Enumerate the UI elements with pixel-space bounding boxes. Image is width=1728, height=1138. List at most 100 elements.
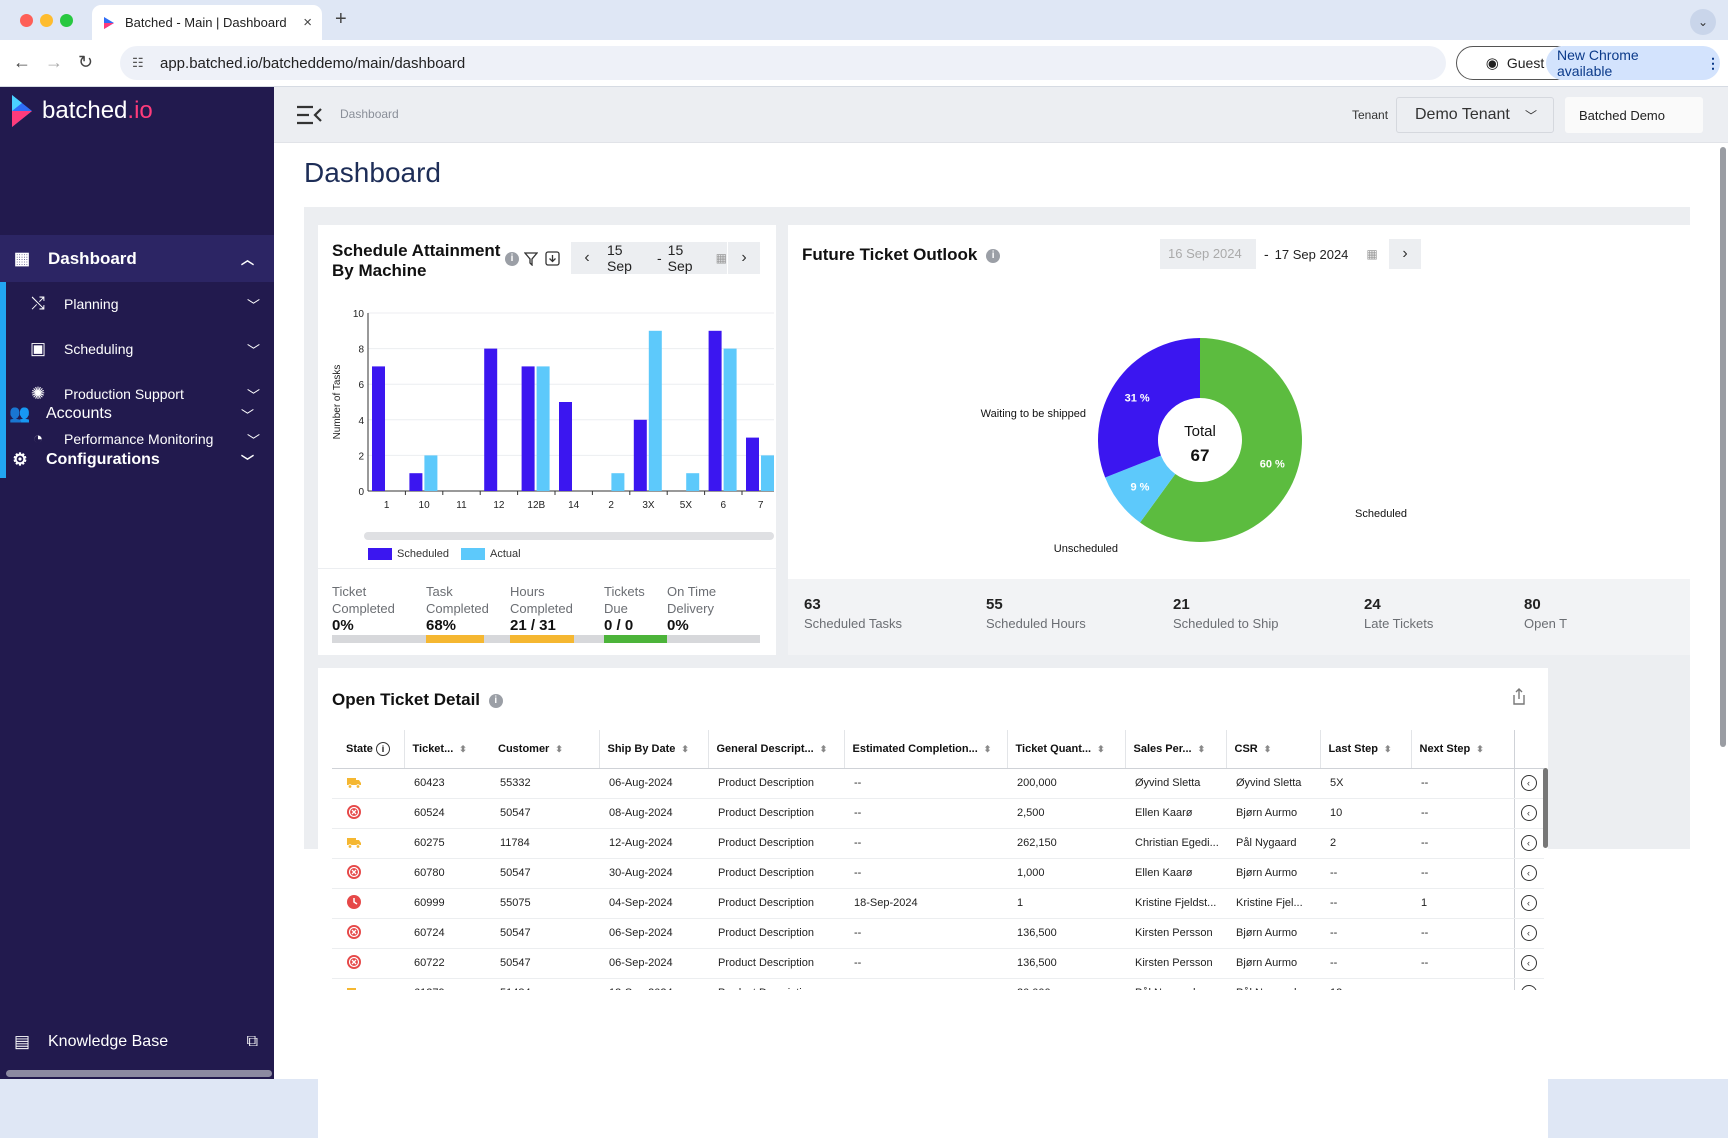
tab-search-icon[interactable]: ⌄ [1690, 9, 1716, 35]
clock-icon[interactable] [346, 894, 362, 910]
info-icon[interactable]: i [505, 252, 519, 266]
table-row[interactable]: 60780 50547 30-Aug-2024 Product Description… [332, 858, 1544, 889]
outlook-date-range[interactable]: 16 Sep 2024 - 17 Sep 2024 ▦ [1160, 239, 1394, 269]
bar-scheduled-6[interactable] [708, 330, 722, 491]
filter-icon[interactable] [524, 252, 538, 266]
truck-icon[interactable] [346, 834, 362, 850]
sidebar-item-scheduling[interactable]: ▣ Scheduling ﹀ [6, 329, 280, 369]
error-circle-icon[interactable] [346, 924, 362, 940]
bar-actual-7[interactable] [761, 455, 774, 491]
bar-scheduled-1[interactable] [372, 366, 385, 491]
column-header-ship-by-date[interactable]: Ship By Date ⬍ [598, 730, 708, 769]
bar-actual-12B[interactable] [536, 366, 550, 491]
column-header-state[interactable]: State i [332, 730, 404, 769]
column-header-customer[interactable]: Customer ⬍ [490, 730, 599, 769]
close-window-button[interactable] [20, 14, 33, 27]
column-header-ticket[interactable]: Ticket... ⬍ [403, 730, 490, 769]
reload-icon[interactable]: ↻ [78, 52, 94, 72]
profile-button[interactable]: ◉ Guest [1456, 46, 1574, 80]
sidebar-item-dashboard[interactable]: ▦ Dashboard ︿ [0, 235, 274, 282]
table-row[interactable]: 60724 50547 06-Sep-2024 Product Description… [332, 918, 1544, 949]
sort-icon[interactable]: ⬍ [459, 743, 467, 754]
schedule-date-range[interactable]: 15 Sep - 15 Sep ▦ [603, 242, 727, 274]
chevron-left-circle-icon[interactable]: ‹ [1520, 835, 1537, 851]
browser-tab[interactable]: Batched - Main | Dashboard × [92, 5, 322, 40]
column-header-description[interactable]: General Descript... ⬍ [707, 730, 844, 769]
legend-label-actual[interactable]: Actual [490, 548, 521, 560]
tenant-select[interactable]: Demo Tenant ﹀ [1396, 97, 1554, 133]
chevron-left-circle-icon[interactable]: ‹ [1520, 775, 1537, 791]
info-icon[interactable]: i [488, 693, 503, 708]
bar-scheduled-12[interactable] [484, 348, 498, 491]
more-menu-icon[interactable]: ⋮ [1706, 54, 1720, 71]
bar-scheduled-10[interactable] [409, 473, 423, 491]
sidebar-item-accounts[interactable]: 👥 Accounts ﹀ [0, 394, 274, 434]
new-tab-icon[interactable]: + [335, 8, 347, 30]
collapse-menu-icon[interactable] [296, 104, 322, 126]
chevron-left-circle-icon[interactable]: ‹ [1520, 955, 1537, 971]
chevron-left-circle-icon[interactable]: ‹ [1520, 865, 1537, 881]
sort-icon[interactable]: ⬍ [1197, 743, 1206, 754]
sort-icon[interactable]: ⬍ [983, 743, 992, 754]
date-from[interactable]: 16 Sep 2024 [1160, 239, 1256, 269]
error-circle-icon[interactable] [346, 864, 362, 880]
chart-scrollbar[interactable] [364, 532, 774, 540]
next-date-button[interactable]: › [728, 242, 760, 274]
column-header-sales-person[interactable]: Sales Per... ⬍ [1124, 730, 1226, 769]
pie-slice-unscheduled[interactable] [1105, 455, 1176, 523]
breadcrumb[interactable]: Dashboard [340, 107, 399, 121]
info-icon[interactable]: i [986, 248, 1001, 263]
sort-icon[interactable]: ⬍ [819, 743, 828, 754]
knowledge-base-link[interactable]: ▤ Knowledge Base ⧉ [10, 1024, 264, 1060]
update-chrome-button[interactable]: New Chrome available ⋮ [1546, 46, 1720, 80]
bar-scheduled-3X[interactable] [633, 419, 647, 491]
close-tab-icon[interactable]: × [303, 14, 312, 31]
table-row[interactable]: 60524 50547 08-Aug-2024 Product Description… [332, 798, 1544, 829]
sidebar-item-production-support[interactable]: ✺ Production Support ﹀ [6, 374, 280, 414]
sidebar-scrollbar[interactable] [6, 1070, 272, 1077]
table-row[interactable]: 60423 55332 06-Aug-2024 Product Description… [332, 768, 1544, 799]
brand-logo[interactable]: batched .io [10, 93, 153, 129]
column-header-quantity[interactable]: Ticket Quant... ⬍ [1006, 730, 1125, 769]
bar-scheduled-12B[interactable] [521, 366, 535, 491]
bar-actual-3X[interactable] [648, 330, 662, 491]
chevron-left-circle-icon[interactable]: ‹ [1520, 895, 1537, 911]
chevron-left-circle-icon[interactable]: ‹ [1520, 805, 1537, 821]
bar-actual-5X[interactable] [686, 473, 700, 491]
bar-actual-6[interactable] [723, 348, 737, 491]
truck-icon[interactable] [346, 774, 362, 790]
table-row[interactable]: 60275 11784 12-Aug-2024 Product Description… [332, 828, 1544, 859]
bar-actual-2[interactable] [611, 473, 625, 491]
back-icon[interactable]: ← [13, 52, 31, 72]
export-icon[interactable] [1511, 688, 1527, 706]
sort-icon[interactable]: ⬍ [1097, 743, 1105, 754]
chevron-left-circle-icon[interactable]: ‹ [1520, 985, 1537, 990]
column-header-next-step[interactable]: Next Step ⬍ [1410, 730, 1514, 769]
minimize-window-button[interactable] [40, 14, 53, 27]
sort-icon[interactable]: ⬍ [681, 743, 689, 754]
sort-icon[interactable]: ⬍ [1263, 743, 1272, 754]
sort-icon[interactable]: ⬍ [1476, 743, 1484, 754]
bar-scheduled-14[interactable] [559, 402, 572, 491]
column-header-csr[interactable]: CSR ⬍ [1225, 730, 1320, 769]
truck-icon[interactable] [346, 984, 362, 991]
address-bar[interactable]: ☷ app.batched.io/batcheddemo/main/dashbo… [120, 46, 1446, 80]
column-header-estimated-completion[interactable]: Estimated Completion... ⬍ [843, 730, 1007, 769]
error-circle-icon[interactable] [346, 804, 362, 820]
table-row[interactable]: 60722 50547 06-Sep-2024 Product Description… [332, 948, 1544, 979]
pie-slice-waiting-to-be-shipped[interactable] [1098, 338, 1200, 478]
sort-icon[interactable]: ⬍ [1384, 743, 1392, 754]
legend-label-scheduled[interactable]: Scheduled [397, 548, 449, 560]
zoom-window-button[interactable] [60, 14, 73, 27]
page-scrollbar[interactable] [1720, 147, 1726, 747]
next-outlook-button[interactable]: › [1389, 239, 1421, 269]
download-icon[interactable] [545, 251, 560, 266]
forward-icon[interactable]: → [45, 52, 63, 72]
bar-scheduled-7[interactable] [746, 437, 759, 491]
chevron-left-circle-icon[interactable]: ‹ [1520, 925, 1537, 941]
sidebar-item-performance-monitoring[interactable]: ◔ Performance Monitoring ﹀ [6, 419, 280, 459]
sidebar-item-planning[interactable]: ⤭ Planning ﹀ [6, 284, 280, 324]
table-row[interactable]: 60999 55075 04-Sep-2024 Product Description… [332, 888, 1544, 919]
date-to[interactable]: 17 Sep 2024 [1274, 246, 1349, 262]
